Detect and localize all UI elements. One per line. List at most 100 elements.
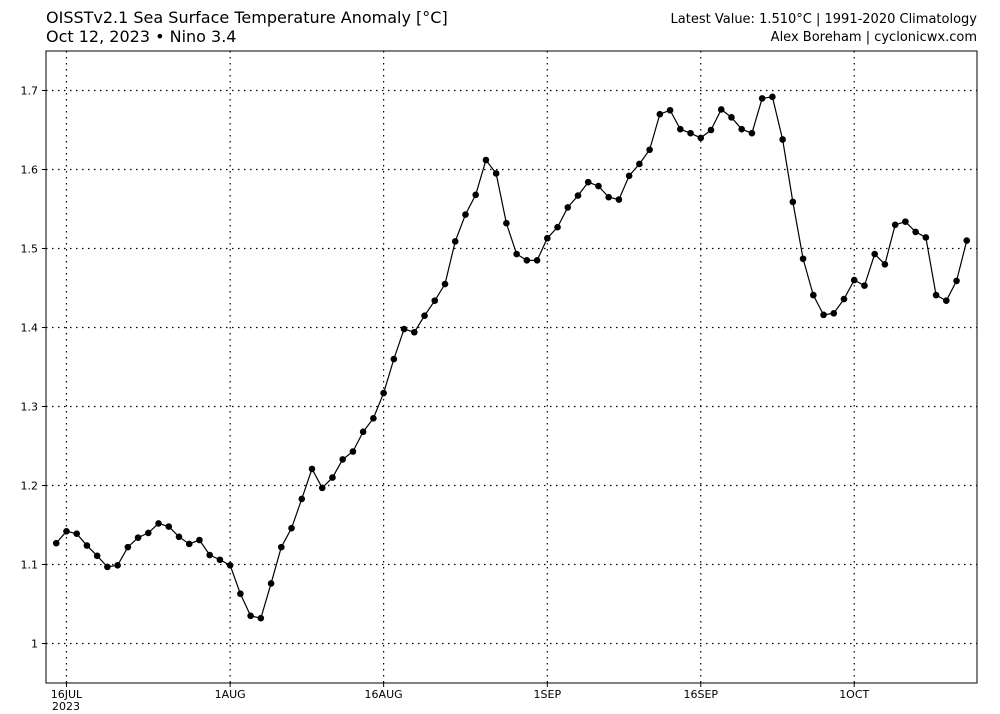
y-tick-label: 1.2 — [21, 480, 39, 493]
y-tick-label: 1.3 — [21, 401, 39, 414]
data-point — [544, 234, 551, 242]
data-point — [247, 612, 254, 620]
data-point — [83, 542, 91, 549]
credit-text: Alex Boreham | cyclonicwx.com — [770, 30, 977, 45]
data-point — [615, 196, 623, 203]
data-point — [861, 282, 868, 289]
data-point — [400, 325, 408, 333]
data-point — [185, 540, 193, 548]
data-point — [810, 291, 817, 299]
series-layer — [52, 93, 971, 622]
data-point — [288, 524, 295, 532]
data-point — [728, 114, 735, 121]
y-tick-label: 1.6 — [21, 164, 39, 177]
data-point — [329, 474, 336, 481]
data-point — [104, 563, 111, 571]
series-line — [55, 96, 968, 619]
data-point — [63, 528, 70, 535]
data-point — [155, 520, 162, 527]
data-point — [145, 529, 152, 537]
x-tick-sublabel: 2023 — [52, 700, 80, 713]
data-point — [390, 355, 398, 363]
data-point — [52, 539, 60, 547]
data-point — [666, 106, 674, 114]
data-point — [472, 191, 479, 199]
plot-frame — [45, 50, 978, 684]
data-point — [625, 172, 633, 180]
data-point — [891, 221, 899, 229]
data-point — [697, 134, 705, 142]
data-point — [380, 389, 387, 397]
x-tick-label: 1OCT — [839, 688, 869, 701]
y-tick-label: 1.4 — [21, 322, 39, 335]
data-point — [237, 590, 244, 598]
latest-value-text: Latest Value: 1.510°C | 1991-2020 Climat… — [670, 12, 977, 27]
x-tick-label: 16AUG — [365, 688, 403, 701]
x-tick-label: 1SEP — [534, 688, 562, 701]
data-point — [738, 125, 745, 133]
data-point — [769, 93, 776, 101]
data-point — [912, 228, 919, 236]
data-point — [278, 543, 285, 551]
data-point — [677, 125, 684, 133]
data-point — [93, 552, 101, 560]
data-point — [943, 297, 950, 304]
data-point — [421, 312, 428, 319]
data-point — [830, 309, 838, 317]
y-tick-label: 1.5 — [21, 243, 39, 256]
data-point — [758, 95, 766, 102]
x-tick-label: 16SEP — [683, 688, 718, 701]
data-point — [492, 170, 500, 177]
data-point — [871, 250, 878, 258]
data-point — [349, 448, 357, 455]
data-point — [595, 182, 602, 190]
data-point — [799, 255, 807, 263]
data-point — [636, 160, 643, 168]
x-tick-label: 16JUL — [51, 688, 83, 701]
data-point — [687, 129, 694, 137]
chart-info-block: Latest Value: 1.510°C | 1991-2020 Climat… — [671, 11, 977, 47]
data-point — [308, 465, 316, 473]
data-point — [411, 328, 418, 336]
data-point — [554, 223, 561, 231]
data-point — [216, 556, 224, 564]
data-point — [513, 250, 520, 258]
data-point — [175, 533, 183, 541]
chart-subtitle: Oct 12, 2023 • Nino 3.4 — [46, 27, 237, 46]
data-point — [605, 193, 612, 201]
data-point — [963, 237, 971, 244]
data-point — [584, 178, 592, 186]
data-point — [503, 219, 510, 227]
data-point — [451, 238, 459, 245]
chart-title-block: OISSTv2.1 Sea Surface Temperature Anomal… — [46, 8, 448, 46]
data-point — [840, 295, 848, 303]
data-point — [359, 428, 367, 436]
data-point — [533, 257, 541, 264]
data-point — [134, 534, 142, 541]
grid-layer — [46, 51, 977, 683]
y-tick-label: 1.1 — [21, 559, 39, 572]
data-point — [267, 580, 275, 587]
data-point — [165, 523, 173, 530]
data-point — [932, 291, 940, 299]
data-point — [206, 551, 213, 559]
data-point — [820, 311, 827, 319]
data-point — [881, 261, 889, 268]
data-point — [523, 257, 531, 264]
data-point — [717, 106, 725, 113]
data-point — [441, 280, 449, 288]
data-point — [114, 561, 121, 569]
data-point — [124, 543, 132, 551]
data-point — [73, 530, 80, 537]
data-point — [431, 297, 439, 304]
data-point — [318, 484, 326, 492]
data-point — [902, 218, 909, 225]
data-point — [922, 234, 930, 241]
data-point — [953, 277, 960, 285]
data-point — [789, 198, 797, 206]
data-point — [226, 561, 234, 569]
y-tick-label: 1 — [31, 638, 38, 651]
data-point — [646, 146, 653, 154]
